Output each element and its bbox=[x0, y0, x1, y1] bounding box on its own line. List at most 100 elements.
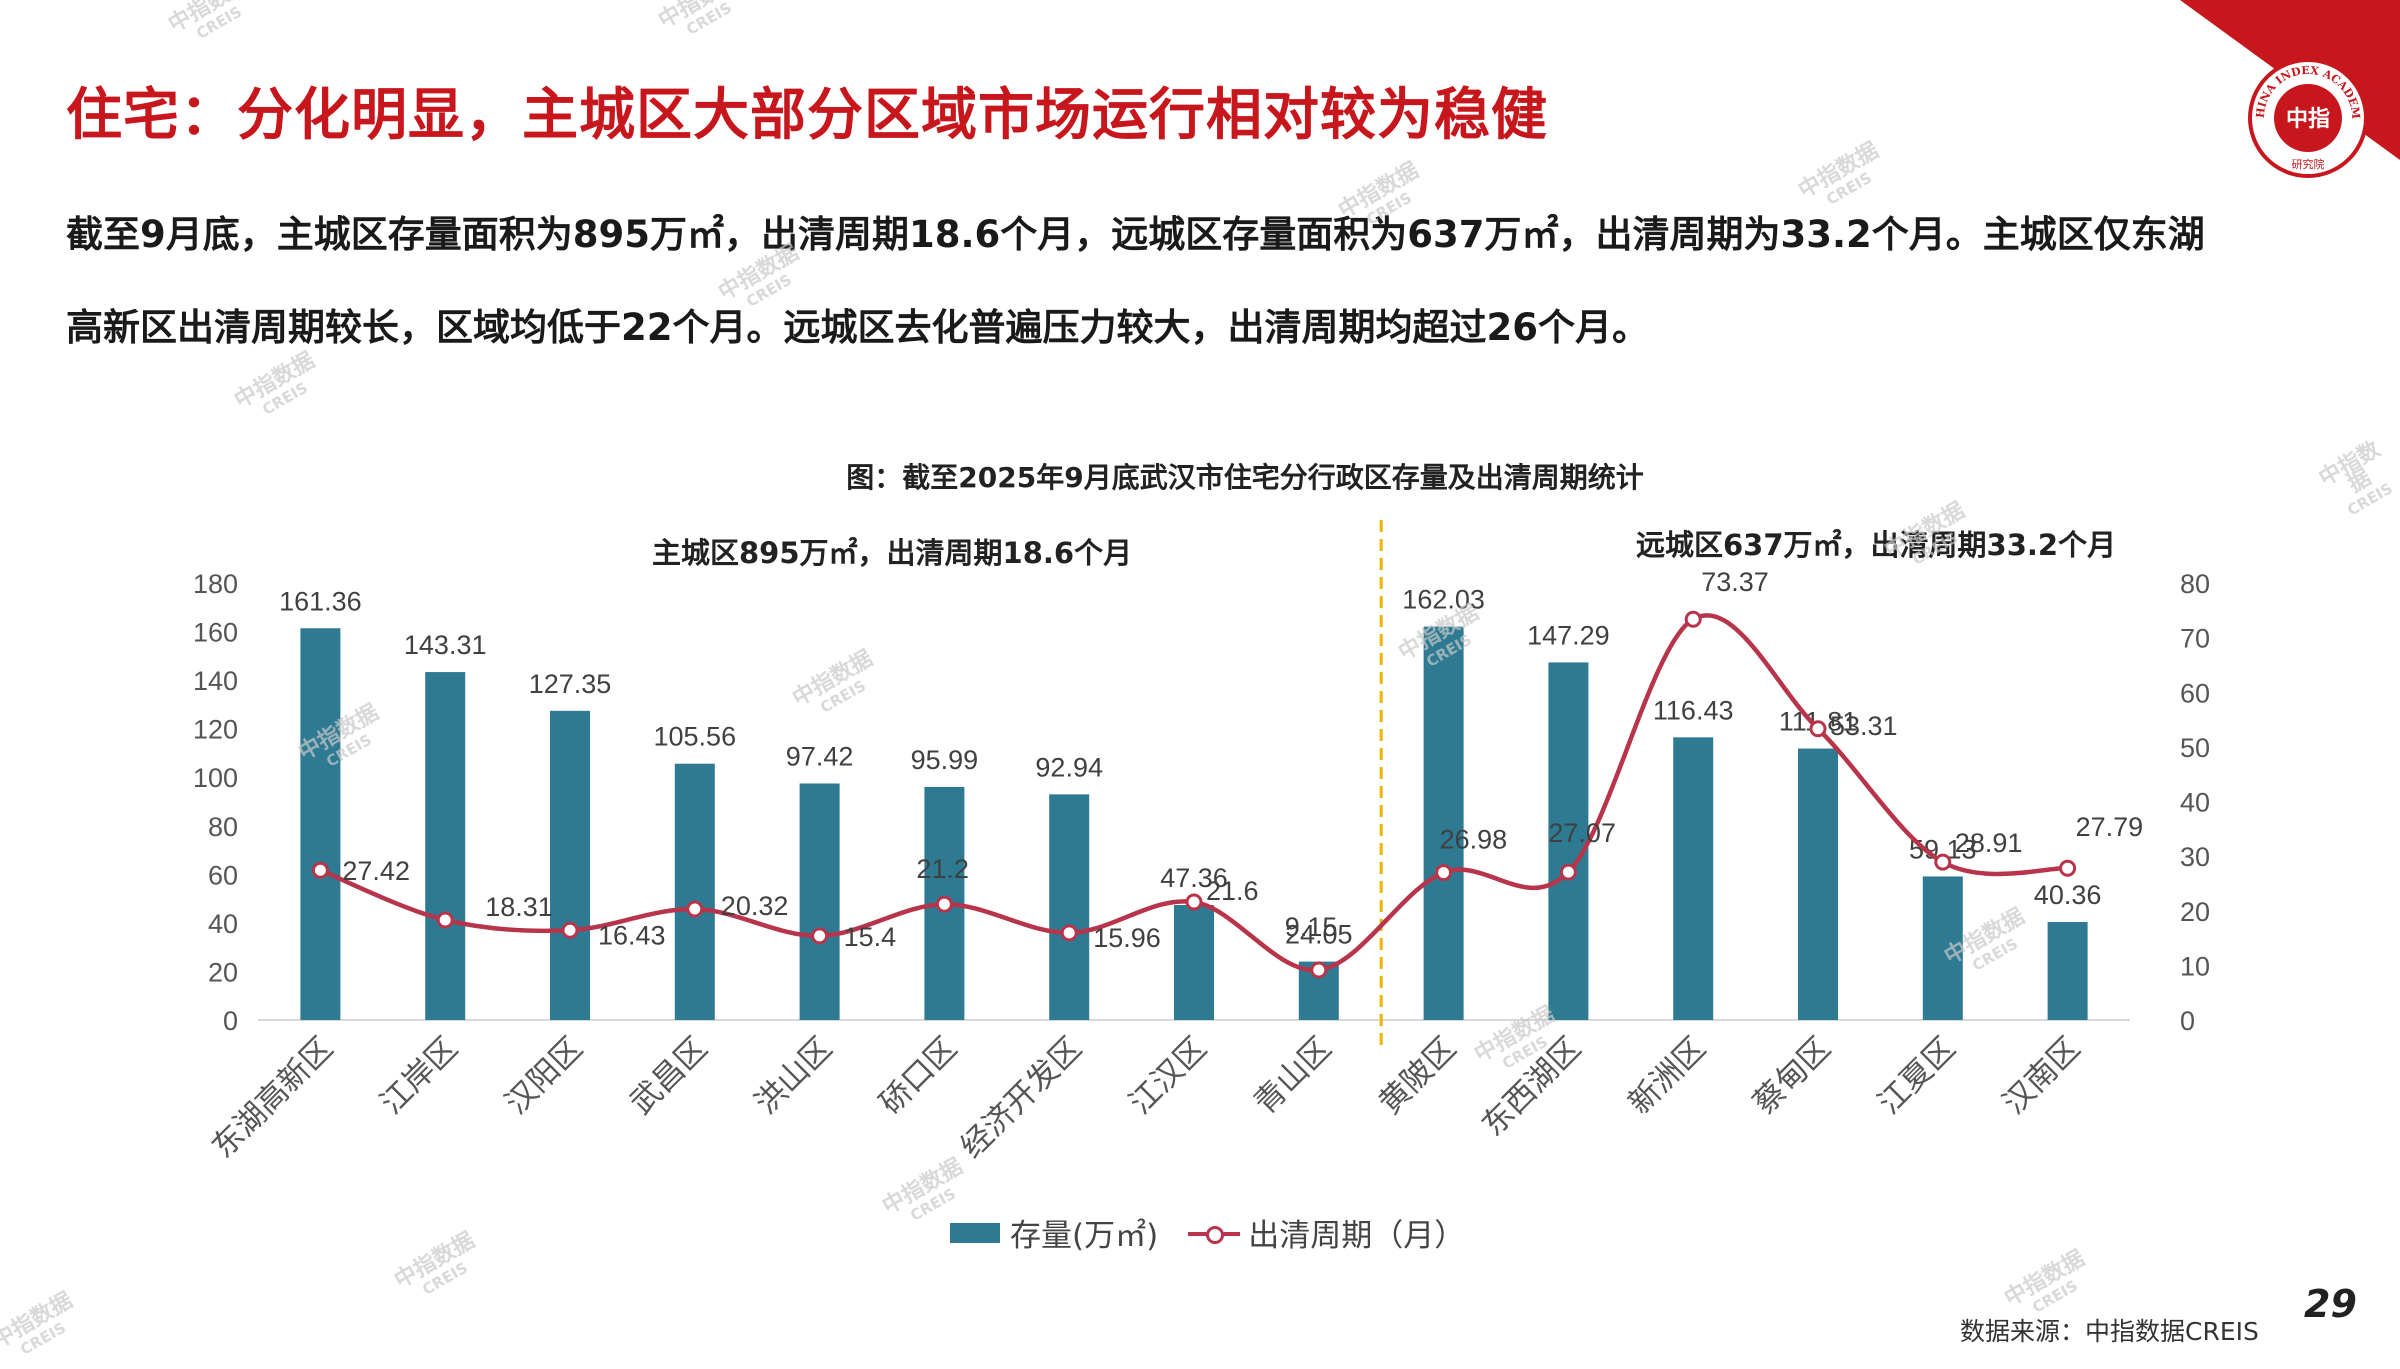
line-point bbox=[686, 900, 704, 918]
line-value-label: 28.91 bbox=[1955, 828, 2023, 858]
line-value-label: 27.42 bbox=[342, 856, 410, 886]
bar bbox=[1423, 626, 1464, 1020]
line-value-label: 27.07 bbox=[1548, 818, 1616, 848]
x-category-label: 江汉区 bbox=[1122, 1030, 1213, 1121]
y-left-tick-label: 100 bbox=[193, 763, 238, 793]
svg-text:中指: 中指 bbox=[2286, 107, 2330, 132]
x-category-label: 黄陂区 bbox=[1372, 1030, 1463, 1121]
legend-item-clearance: 出清周期（月） bbox=[1188, 1210, 1465, 1255]
bar bbox=[799, 783, 840, 1020]
y-right-tick-label: 40 bbox=[2180, 788, 2210, 818]
y-right-tick-label: 60 bbox=[2180, 678, 2210, 708]
page-number: 29 bbox=[2304, 1282, 2357, 1326]
bar-value-label: 127.35 bbox=[529, 669, 612, 699]
y-left-tick-label: 0 bbox=[223, 1006, 238, 1036]
bar-value-label: 24.05 bbox=[1285, 920, 1353, 950]
y-right-tick-label: 10 bbox=[2180, 951, 2210, 981]
legend-bar-swatch bbox=[950, 1222, 1000, 1243]
line-point bbox=[1809, 720, 1827, 738]
bar-value-label: 147.29 bbox=[1527, 620, 1610, 650]
line-point bbox=[311, 861, 329, 879]
line-point bbox=[436, 911, 454, 929]
bar-value-label: 143.31 bbox=[404, 630, 487, 660]
legend-label-inventory: 存量(万㎡) bbox=[1010, 1218, 1159, 1254]
bar bbox=[674, 763, 715, 1020]
y-left-tick-label: 20 bbox=[208, 957, 238, 987]
bar-value-label: 40.36 bbox=[2034, 880, 2102, 910]
bar bbox=[1548, 662, 1589, 1020]
outer-city-annotation: 远城区637万㎡，出清周期33.2个月 bbox=[1636, 528, 2117, 562]
x-category-label: 东湖高新区 bbox=[205, 1030, 340, 1165]
x-category-label: 江夏区 bbox=[1871, 1030, 1962, 1121]
y-left-tick-label: 180 bbox=[193, 569, 238, 599]
legend-line-swatch bbox=[1188, 1223, 1241, 1244]
x-category-label: 青山区 bbox=[1247, 1030, 1338, 1121]
line-point bbox=[1060, 924, 1078, 942]
line-point bbox=[1934, 853, 1952, 871]
bar bbox=[300, 628, 341, 1020]
bar bbox=[1049, 794, 1090, 1020]
legend-label-clearance: 出清周期（月） bbox=[1248, 1218, 1466, 1254]
y-right-tick-label: 50 bbox=[2180, 733, 2210, 763]
line-value-label: 21.2 bbox=[916, 854, 969, 884]
line-point bbox=[1310, 961, 1328, 979]
summary-text: 截至9月底，主城区存量面积为895万㎡，出清周期18.6个月，远城区存量面积为6… bbox=[66, 188, 2346, 374]
y-left-tick-label: 120 bbox=[193, 715, 238, 745]
clearance-line bbox=[319, 613, 2068, 973]
y-right-tick-label: 70 bbox=[2180, 624, 2210, 654]
academy-logo: CHINA INDEX ACADEMY 中指 研究院 bbox=[2246, 56, 2368, 178]
line-point bbox=[935, 895, 953, 913]
bar-value-label: 92.94 bbox=[1035, 752, 1103, 782]
line-point bbox=[1185, 893, 1203, 911]
x-category-label: 硚口区 bbox=[873, 1030, 964, 1121]
bar bbox=[1673, 737, 1714, 1020]
x-category-label: 蔡甸区 bbox=[1746, 1030, 1837, 1121]
line-point bbox=[811, 927, 829, 945]
line-point bbox=[2059, 859, 2077, 877]
bar bbox=[1798, 748, 1838, 1020]
chart-title: 图：截至2025年9月底武汉市住宅分行政区存量及出清周期统计 bbox=[846, 461, 1644, 494]
y-left-tick-label: 40 bbox=[208, 909, 238, 939]
bar bbox=[1174, 905, 1214, 1020]
line-value-label: 21.6 bbox=[1206, 876, 1259, 906]
line-value-label: 15.4 bbox=[844, 922, 897, 952]
line-value-label: 53.31 bbox=[1830, 711, 1898, 741]
x-category-label: 武昌区 bbox=[623, 1030, 714, 1121]
line-value-label: 18.31 bbox=[485, 892, 553, 922]
svg-text:研究院: 研究院 bbox=[2292, 157, 2325, 171]
y-right-tick-label: 0 bbox=[2180, 1006, 2195, 1036]
legend-item-inventory: 存量(万㎡) bbox=[950, 1210, 1158, 1255]
bar-value-label: 105.56 bbox=[654, 722, 737, 752]
x-category-label: 汉南区 bbox=[1996, 1030, 2087, 1121]
x-category-label: 经济开发区 bbox=[954, 1030, 1089, 1165]
bar-value-label: 161.36 bbox=[279, 586, 362, 616]
x-category-label: 汉阳区 bbox=[498, 1030, 589, 1121]
x-category-label: 洪山区 bbox=[748, 1030, 839, 1121]
main-city-annotation: 主城区895万㎡，出清周期18.6个月 bbox=[652, 536, 1133, 570]
y-right-tick-label: 20 bbox=[2180, 897, 2210, 927]
line-point bbox=[1559, 863, 1577, 881]
bar-value-label: 97.42 bbox=[786, 741, 854, 771]
y-left-tick-label: 160 bbox=[193, 618, 238, 648]
bar bbox=[1922, 876, 1963, 1020]
line-point bbox=[561, 921, 579, 939]
summary-line-2: 高新区出清周期较长，区域均低于22个月。远城区去化普遍压力较大，出清周期均超过2… bbox=[66, 306, 1649, 349]
line-point bbox=[1435, 864, 1453, 882]
y-left-tick-label: 80 bbox=[208, 812, 238, 842]
line-value-label: 26.98 bbox=[1440, 825, 1508, 855]
bar bbox=[550, 710, 590, 1020]
data-source: 数据来源：中指数据CREIS bbox=[1960, 1317, 2259, 1346]
line-value-label: 73.37 bbox=[1701, 567, 1769, 597]
bar-value-label: 162.03 bbox=[1402, 585, 1485, 615]
bar-value-label: 47.36 bbox=[1160, 863, 1228, 893]
line-value-label: 20.32 bbox=[721, 891, 789, 921]
y-right-tick-label: 80 bbox=[2180, 569, 2210, 599]
bar bbox=[2047, 922, 2088, 1020]
line-value-label: 9.15 bbox=[1285, 912, 1338, 942]
x-category-label: 江岸区 bbox=[374, 1030, 465, 1121]
line-value-label: 15.96 bbox=[1093, 923, 1161, 953]
x-category-label: 新洲区 bbox=[1622, 1030, 1713, 1121]
line-value-label: 27.79 bbox=[2076, 812, 2144, 842]
line-value-label: 16.43 bbox=[598, 920, 666, 950]
